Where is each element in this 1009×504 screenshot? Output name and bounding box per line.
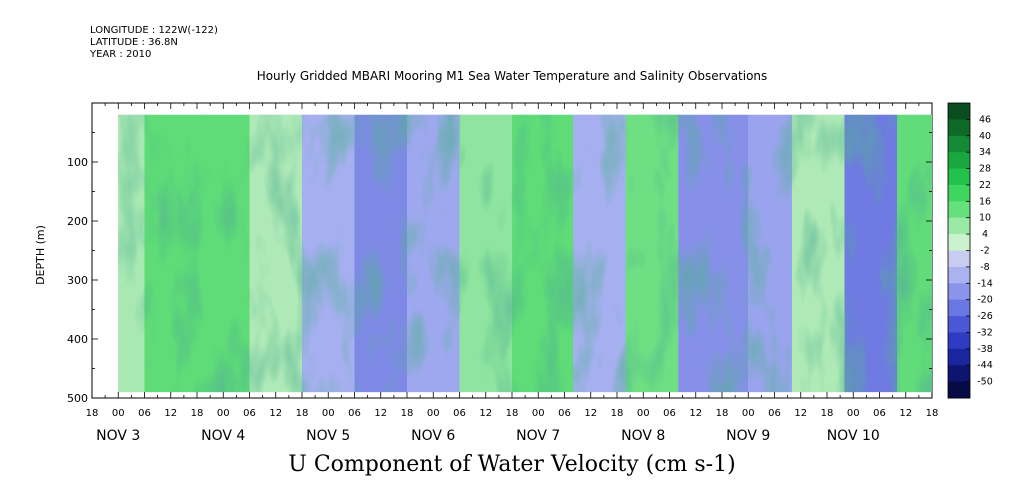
x-day-label: NOV 8 xyxy=(621,428,665,444)
x-tick-label: 18 xyxy=(296,408,309,419)
y-tick-label: 500 xyxy=(67,392,88,405)
colorbar-swatch xyxy=(948,119,970,137)
colorbar-swatch xyxy=(948,184,970,202)
x-tick-label: 06 xyxy=(768,408,781,419)
x-day-label: NOV 5 xyxy=(306,428,350,444)
x-day-label: NOV 3 xyxy=(96,428,140,444)
colorbar-label: -2 xyxy=(980,246,989,257)
x-tick-label: 06 xyxy=(663,408,676,419)
x-tick-label: 00 xyxy=(427,408,440,419)
colorbar-swatch xyxy=(948,283,970,301)
colorbar-swatch xyxy=(948,266,970,284)
colorbar-label: 46 xyxy=(979,114,991,125)
x-day-label: NOV 9 xyxy=(726,428,770,444)
x-day-label: NOV 4 xyxy=(201,428,245,444)
x-tick-label: 06 xyxy=(558,408,571,419)
colorbar-swatch xyxy=(948,152,970,170)
axes: 18 00 06 12 18 00 06 12 18 00 06 12 18 00 06 12 18 00 06 12… xyxy=(67,102,939,444)
longitude-label: LONGITUDE : 122W(-122) xyxy=(90,25,218,36)
x-tick-label: 12 xyxy=(899,408,912,419)
latitude-label: LATITUDE : 36.8N xyxy=(90,37,178,48)
colorbar-swatch xyxy=(948,234,970,251)
x-tick-label: 00 xyxy=(532,408,545,419)
x-day-label: NOV 7 xyxy=(516,428,560,444)
x-tick-label: 18 xyxy=(611,408,624,419)
colorbar-swatch xyxy=(948,250,970,268)
colorbar-label: -38 xyxy=(977,344,993,355)
x-tick-label: 12 xyxy=(269,408,282,419)
x-tick-label: 18 xyxy=(506,408,519,419)
colorbar-label: 4 xyxy=(982,229,988,240)
x-tick-label: 12 xyxy=(689,408,702,419)
x-tick-label: 06 xyxy=(348,408,361,419)
colorbar-swatch xyxy=(948,135,970,153)
year-label: YEAR : 2010 xyxy=(90,49,152,60)
y-tick-label: 200 xyxy=(67,215,88,228)
x-tick-label: 12 xyxy=(584,408,597,419)
colorbar-label: -26 xyxy=(977,311,993,322)
colorbar-swatch xyxy=(948,381,970,399)
x-tick-label: 00 xyxy=(637,408,650,419)
colorbar-label: -44 xyxy=(977,360,993,371)
colorbar-swatch xyxy=(948,348,970,366)
x-tick-label: 12 xyxy=(479,408,492,419)
colorbar-swatch xyxy=(948,168,970,186)
x-day-label: NOV 6 xyxy=(411,428,455,444)
x-tick-label: 18 xyxy=(86,408,99,419)
x-tick-label: 06 xyxy=(873,408,886,419)
colorbar-label: 10 xyxy=(979,213,991,224)
colorbar-label: 28 xyxy=(979,164,991,175)
colorbar-swatch xyxy=(948,365,970,383)
y-axis-label: DEPTH (m) xyxy=(34,225,47,285)
x-tick-label: 18 xyxy=(401,408,414,419)
y-tick-label: 300 xyxy=(67,274,88,287)
colorbar-label: -50 xyxy=(977,377,993,388)
x-tick-label: 12 xyxy=(164,408,177,419)
colorbar-label: 16 xyxy=(979,196,991,207)
colorbar-label: -20 xyxy=(977,295,993,306)
colorbar: 46 40 34 28 22 16 10 4 -2 -8 -14 -20 -26 -32 -38 -44 -50 xyxy=(947,102,993,399)
x-day-label: NOV 10 xyxy=(827,428,880,444)
colorbar-swatch xyxy=(948,299,970,317)
colorbar-swatch xyxy=(948,201,970,219)
colorbar-swatch xyxy=(948,103,970,120)
x-tick-label: 18 xyxy=(716,408,729,419)
x-tick-label: 12 xyxy=(374,408,387,419)
colorbar-swatch xyxy=(948,316,970,333)
x-tick-label: 00 xyxy=(322,408,335,419)
heatmap-field xyxy=(118,114,932,393)
x-tick-label: 18 xyxy=(926,408,939,419)
x-tick-label: 00 xyxy=(217,408,230,419)
x-tick-label: 12 xyxy=(794,408,807,419)
y-tick-label: 100 xyxy=(67,156,88,169)
x-tick-label: 00 xyxy=(742,408,755,419)
colorbar-label: -8 xyxy=(980,262,989,273)
x-tick-label: 00 xyxy=(112,408,125,419)
x-tick-label: 00 xyxy=(847,408,860,419)
y-tick-label: 400 xyxy=(67,333,88,346)
colorbar-label: -32 xyxy=(977,327,993,338)
colorbar-label: -14 xyxy=(977,278,993,289)
colorbar-label: 34 xyxy=(979,147,991,158)
x-axis-label: U Component of Water Velocity (cm s-1) xyxy=(288,452,736,477)
x-tick-label: 06 xyxy=(453,408,466,419)
x-tick-label: 18 xyxy=(821,408,834,419)
colorbar-label: 40 xyxy=(979,131,991,142)
x-tick-label: 06 xyxy=(138,408,151,419)
x-tick-label: 06 xyxy=(243,408,256,419)
x-tick-label: 18 xyxy=(191,408,204,419)
chart-title: Hourly Gridded MBARI Mooring M1 Sea Wate… xyxy=(256,69,768,83)
colorbar-swatch xyxy=(948,217,970,235)
heatmap-texture-blue xyxy=(118,114,932,393)
colorbar-swatch xyxy=(948,332,970,350)
colorbar-label: 22 xyxy=(979,180,991,191)
